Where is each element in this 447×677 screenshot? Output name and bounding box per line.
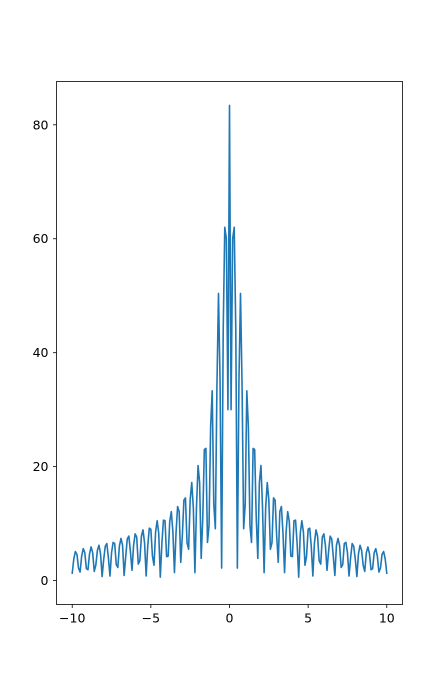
x-tick-label: 10 xyxy=(379,611,395,626)
y-axis: 0 20 40 60 80 xyxy=(33,117,57,588)
x-tick-label: −10 xyxy=(59,611,85,626)
axes-frame xyxy=(56,81,403,605)
x-axis: −10 −5 0 5 10 xyxy=(59,604,395,626)
y-tick-label: 80 xyxy=(33,117,49,132)
x-tick-label: 5 xyxy=(304,611,312,626)
series-line-1 xyxy=(71,104,388,578)
x-tick-label: 0 xyxy=(226,611,234,626)
x-tick-label: −5 xyxy=(142,611,160,626)
y-tick-label: 40 xyxy=(33,345,49,360)
y-tick-label: 20 xyxy=(33,459,49,474)
y-tick-label: 0 xyxy=(41,573,49,588)
plot-area xyxy=(71,104,388,578)
y-tick-label: 60 xyxy=(33,231,49,246)
